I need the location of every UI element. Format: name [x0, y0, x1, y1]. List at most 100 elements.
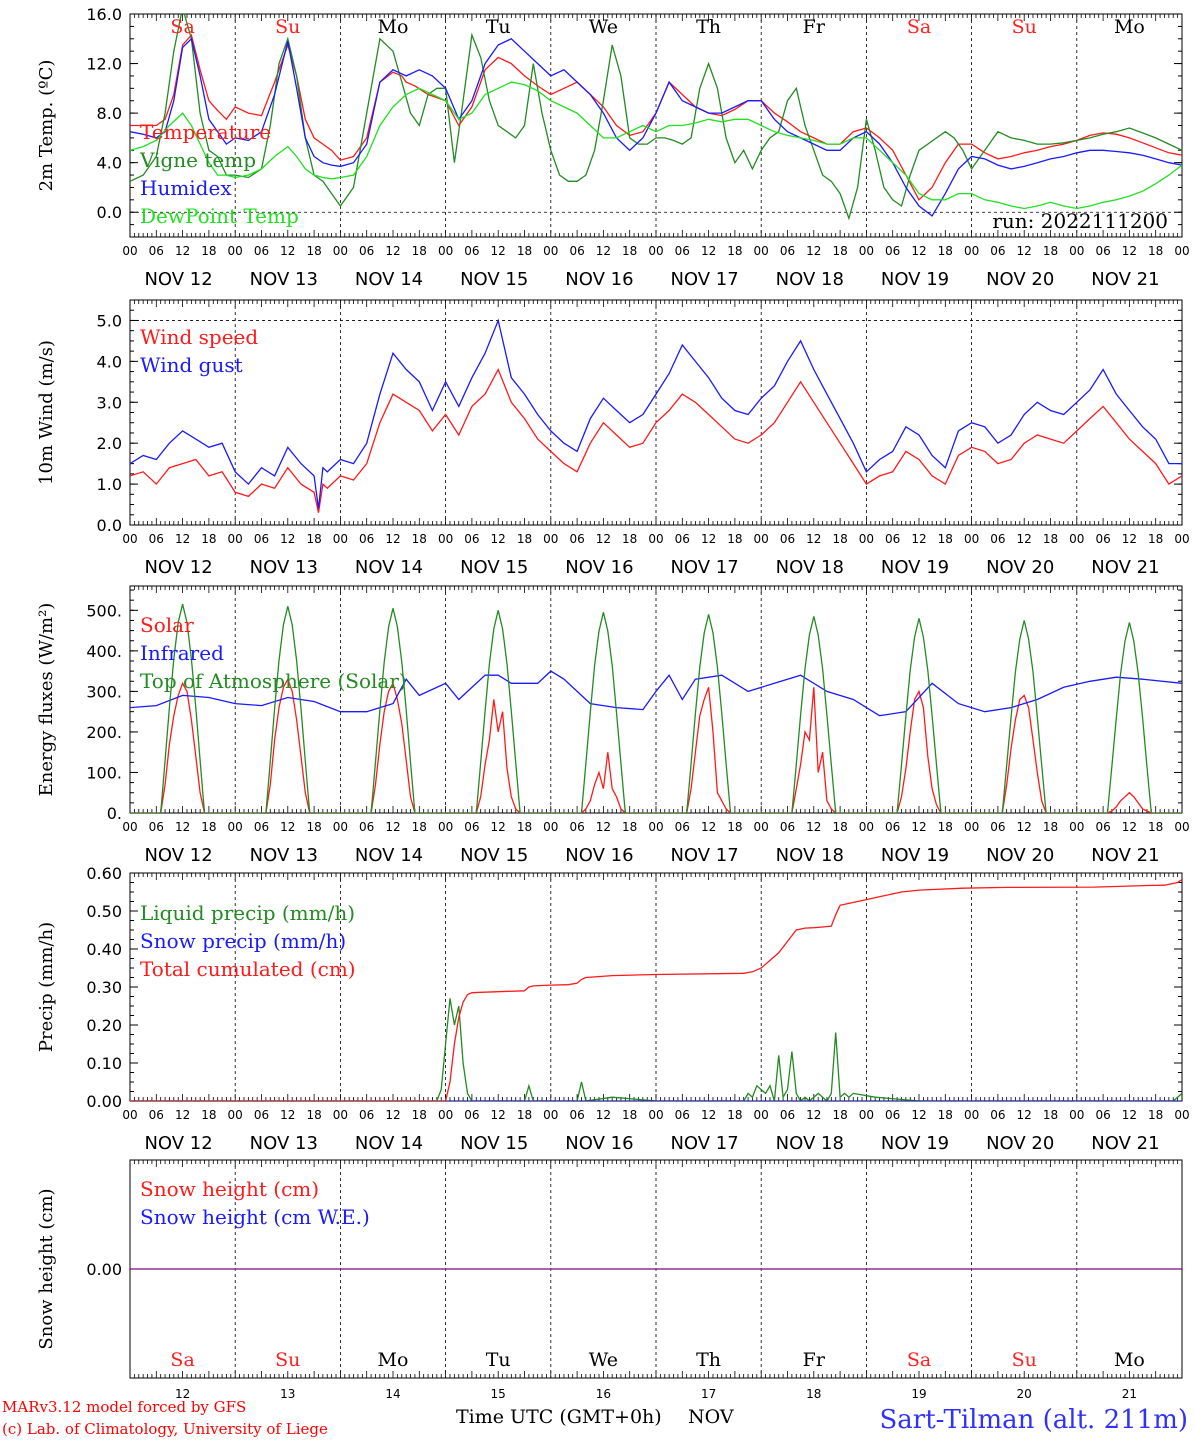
hour-label: 18	[1043, 1108, 1058, 1122]
y-tick-label: 1.0	[97, 475, 122, 494]
series-line-2	[130, 318, 1182, 509]
date-label: NOV 21	[1091, 269, 1159, 290]
panel-3: 0. 100. 200. 300. 400. 500. Energy fluxes (W/m…	[36, 585, 1190, 866]
hour-label: 06	[675, 1108, 690, 1122]
hour-label: 18	[201, 820, 216, 834]
hour-label: 06	[149, 820, 164, 834]
day-abbr: Fr	[803, 1349, 826, 1371]
hour-label: 06	[149, 532, 164, 546]
hour-label: 12	[701, 820, 716, 834]
legend-entry: Snow height (cm)	[140, 1177, 319, 1201]
hour-label: 06	[254, 1108, 269, 1122]
hour-label: 12	[911, 820, 926, 834]
y-tick-label: 8.0	[97, 104, 122, 123]
hour-label: 12	[175, 244, 190, 258]
hour-label: 12	[596, 532, 611, 546]
y-tick-label: 0.40	[86, 940, 122, 959]
date-label: NOV 12	[144, 557, 212, 578]
date-label: NOV 16	[565, 1133, 633, 1154]
panel-5: 0.00 Snow height (cm) Snow height (cm) Snow…	[36, 1159, 1183, 1401]
day-number: 12	[175, 1387, 190, 1401]
hour-label: 12	[280, 820, 295, 834]
hour-label: 12	[1017, 532, 1032, 546]
panel-1: 0.0 4.0 8.0 12.0 16.0 2m Temp. (ºC) Temperatur…	[36, 5, 1190, 290]
day-abbr: Sa	[907, 1349, 931, 1371]
legend-entry: Snow height (cm W.E.)	[140, 1205, 370, 1229]
hour-label: 18	[727, 244, 742, 258]
legend-entry: Snow precip (mm/h)	[140, 929, 346, 953]
date-label: NOV 20	[986, 845, 1054, 866]
hour-label: 06	[359, 820, 374, 834]
hour-label: 12	[596, 820, 611, 834]
hour-label: 00	[438, 532, 453, 546]
date-label: NOV 19	[881, 845, 949, 866]
hour-label: 00	[122, 532, 137, 546]
hour-label: 06	[990, 1108, 1005, 1122]
hour-label: 18	[832, 820, 847, 834]
hour-label: 12	[806, 532, 821, 546]
hour-label: 12	[491, 244, 506, 258]
month-label: NOV	[688, 1406, 734, 1428]
hour-label: 18	[727, 820, 742, 834]
hour-label: 12	[911, 1108, 926, 1122]
date-label: NOV 12	[144, 1133, 212, 1154]
hour-label: 00	[228, 820, 243, 834]
hour-label: 12	[385, 820, 400, 834]
day-number: 18	[806, 1387, 821, 1401]
y-tick-label: 0.0	[97, 516, 122, 535]
hour-label: 12	[491, 532, 506, 546]
hour-label: 12	[806, 1108, 821, 1122]
day-abbr: Su	[275, 16, 300, 38]
hour-label: 00	[964, 532, 979, 546]
series-group	[130, 318, 1182, 513]
station-label: Sart-Tilman (alt. 211m)	[879, 1405, 1188, 1435]
hour-label: 12	[1017, 820, 1032, 834]
hour-label: 00	[964, 820, 979, 834]
panel-4: 0.00 0.10 0.20 0.30 0.40 0.50 0.60 Precip (mm/h…	[36, 864, 1190, 1154]
hour-label: 00	[333, 244, 348, 258]
hour-label: 06	[254, 820, 269, 834]
hour-label: 00	[543, 532, 558, 546]
hour-label: 00	[859, 532, 874, 546]
y-tick-label: 0.50	[86, 902, 122, 921]
hour-label: 18	[1148, 820, 1163, 834]
y-tick-label: 100.	[86, 763, 122, 782]
hour-label: 18	[832, 532, 847, 546]
hour-label: 00	[333, 1108, 348, 1122]
hour-label: 06	[1095, 532, 1110, 546]
hour-label: 06	[675, 532, 690, 546]
series-line-2	[130, 670, 1182, 717]
hour-label: 00	[964, 244, 979, 258]
day-abbr: Th	[696, 1349, 721, 1371]
date-label: NOV 18	[776, 1133, 844, 1154]
hour-label: 12	[491, 1108, 506, 1122]
date-label: NOV 18	[776, 845, 844, 866]
hour-label: 18	[201, 532, 216, 546]
hour-label: 12	[1017, 1108, 1032, 1122]
day-number: 20	[1017, 1387, 1032, 1401]
hour-label: 12	[1017, 244, 1032, 258]
date-label: NOV 14	[355, 1133, 423, 1154]
hour-label: 06	[569, 244, 584, 258]
date-label: NOV 20	[986, 1133, 1054, 1154]
hour-label: 00	[1174, 244, 1189, 258]
hour-label: 12	[701, 532, 716, 546]
y-axis-title: Energy fluxes (W/m²)	[36, 603, 57, 797]
hour-label: 12	[1122, 820, 1137, 834]
hour-label: 00	[754, 532, 769, 546]
hour-label: 18	[517, 1108, 532, 1122]
plot-frame	[129, 299, 1183, 526]
hour-label: 06	[1095, 244, 1110, 258]
day-abbr: Fr	[803, 16, 826, 38]
y-tick-label: 500.	[86, 601, 122, 620]
legend-entry: Liquid precip (mm/h)	[140, 901, 355, 925]
hour-label: 12	[385, 1108, 400, 1122]
date-label: NOV 16	[565, 845, 633, 866]
series-line-1	[130, 367, 1182, 513]
y-tick-label: 0.60	[86, 864, 122, 883]
hour-label: 18	[412, 1108, 427, 1122]
date-label: NOV 18	[776, 269, 844, 290]
hour-label: 00	[648, 244, 663, 258]
hour-label: 12	[1122, 532, 1137, 546]
hour-label: 12	[701, 1108, 716, 1122]
